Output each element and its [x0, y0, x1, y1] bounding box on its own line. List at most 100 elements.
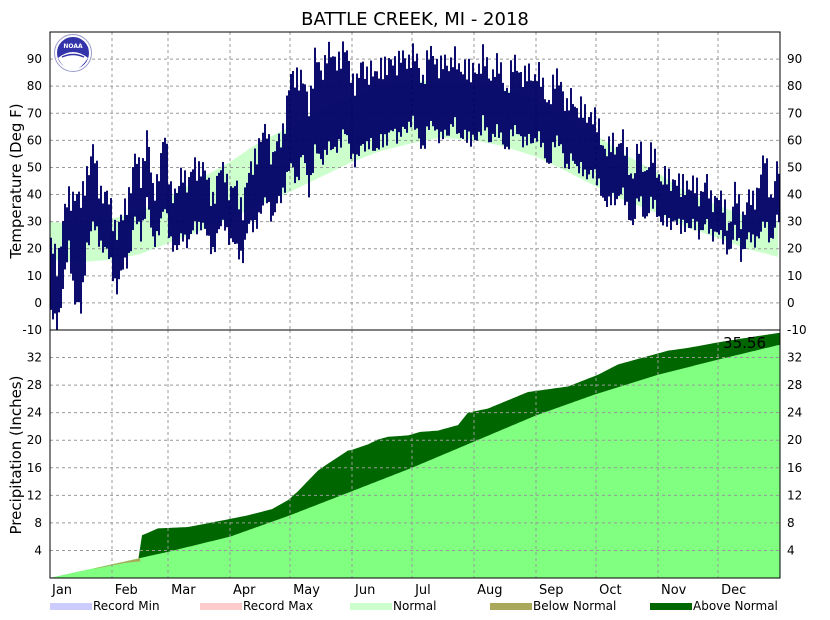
precipitation-total-annotation: 35.56 — [723, 334, 766, 352]
precipitation-plot-border — [49, 329, 781, 579]
month-axis: Jan Feb Mar Apr May Jun Jul Aug Sep Oct Nov Dec — [51, 583, 746, 598]
temperature-tick-label-left: 80 — [27, 79, 42, 93]
month-label: Oct — [599, 583, 621, 598]
precipitation-below-normal-segment — [102, 566, 105, 568]
month-label: Feb — [115, 583, 138, 598]
temperature-y-ticks-right: -10 0 10 20 30 40 50 60 70 80 90 — [787, 52, 807, 337]
precipitation-tick-label-left: 16 — [27, 461, 42, 475]
legend-label: Below Normal — [533, 599, 616, 613]
legend: Record Min Record Max Normal Below Normal Ab… — [50, 599, 778, 613]
legend-label: Record Min — [93, 599, 160, 613]
temperature-tick-label-right: 0 — [787, 296, 795, 310]
month-label: Jan — [51, 583, 72, 598]
legend-label: Normal — [393, 599, 436, 613]
month-label: Nov — [661, 583, 687, 598]
precipitation-below-normal-segment — [130, 560, 133, 563]
temperature-tick-label-left: 60 — [27, 133, 42, 147]
precipitation-tick-label-right: 24 — [787, 406, 802, 420]
legend-label: Record Max — [243, 599, 313, 613]
precipitation-below-normal-segment — [112, 564, 115, 566]
temperature-tick-label-right: -10 — [787, 323, 807, 337]
temperature-tick-label-left: 10 — [27, 269, 42, 283]
temperature-panel: -10 0 10 20 30 40 50 60 70 80 90 -10 0 10 20 30 40 50 60 7… — [7, 31, 807, 337]
noaa-logo-text: NOAA — [63, 43, 83, 50]
precipitation-fill — [50, 333, 780, 578]
temperature-tick-label-left: 30 — [27, 215, 42, 229]
precipitation-tick-label-left: 28 — [27, 378, 42, 392]
precipitation-below-normal-segment — [98, 567, 101, 568]
temperature-tick-label-left: -10 — [22, 323, 42, 337]
month-label: May — [293, 583, 320, 598]
month-label: Dec — [721, 583, 746, 598]
precipitation-tick-label-right: 32 — [787, 351, 802, 365]
temperature-tick-label-left: 20 — [27, 242, 42, 256]
month-label: Mar — [171, 583, 196, 598]
temperature-tick-label-right: 90 — [787, 52, 802, 66]
precipitation-below-normal-segment — [118, 562, 121, 565]
temperature-y-axis-label: Temperature (Deg F) — [7, 103, 25, 259]
precipitation-normal-area — [50, 345, 780, 578]
precipitation-below-normal-segment — [124, 561, 127, 563]
precipitation-tick-label-left: 20 — [27, 433, 42, 447]
precipitation-panel: 4 8 12 16 20 24 28 32 4 8 12 16 20 24 28 32 35.56 Prec… — [7, 329, 802, 579]
temperature-tick-label-left: 50 — [27, 160, 42, 174]
temperature-normal-band — [50, 80, 778, 263]
temperature-tick-label-right: 60 — [787, 133, 802, 147]
temperature-tick-label-left: 90 — [27, 52, 42, 66]
month-label: Apr — [233, 583, 256, 598]
temperature-tick-label-right: 20 — [787, 242, 802, 256]
precipitation-below-normal-segment — [138, 558, 141, 562]
temperature-normal-band-area — [50, 80, 778, 263]
precipitation-tick-label-right: 4 — [787, 543, 795, 557]
precipitation-tick-label-left: 24 — [27, 406, 42, 420]
precipitation-below-normal-segment — [126, 561, 129, 563]
precipitation-tick-label-left: 32 — [27, 351, 42, 365]
precipitation-tick-label-left: 12 — [27, 488, 42, 502]
precipitation-tick-label-left: 8 — [34, 516, 42, 530]
precipitation-below-normal-segment — [122, 562, 125, 564]
precipitation-tick-label-right: 12 — [787, 488, 802, 502]
temperature-tick-label-left: 70 — [27, 106, 42, 120]
precipitation-y-axis-label: Precipitation (Inches) — [7, 376, 25, 535]
legend-swatch — [650, 603, 692, 610]
legend-swatch — [490, 603, 532, 610]
legend-swatch — [350, 603, 392, 610]
temperature-tick-label-right: 40 — [787, 188, 802, 202]
precipitation-tick-label-right: 8 — [787, 516, 795, 530]
legend-swatch — [50, 603, 92, 610]
precipitation-tick-label-left: 4 — [34, 543, 42, 557]
precipitation-y-ticks-right: 4 8 12 16 20 24 28 32 — [787, 351, 802, 558]
temperature-tick-label-right: 70 — [787, 106, 802, 120]
month-label: Jul — [414, 583, 431, 598]
temperature-tick-label-right: 10 — [787, 269, 802, 283]
temperature-y-ticks-left: -10 0 10 20 30 40 50 60 70 80 90 — [22, 52, 42, 337]
precipitation-below-normal-segment — [132, 559, 135, 563]
legend-label: Above Normal — [693, 599, 778, 613]
month-label: Jun — [354, 583, 375, 598]
precipitation-below-normal-segment — [136, 558, 139, 562]
month-label: Aug — [477, 583, 502, 598]
temperature-daily-range — [50, 41, 780, 334]
temperature-tick-label-right: 50 — [787, 160, 802, 174]
precipitation-below-normal-segment — [106, 565, 109, 567]
precipitation-below-normal-segment — [100, 566, 103, 568]
precipitation-below-normal-segment — [134, 559, 137, 562]
precipitation-tick-label-right: 16 — [787, 461, 802, 475]
precipitation-below-normal-segment — [110, 564, 113, 566]
precipitation-below-normal-segment — [116, 563, 119, 565]
legend-swatch — [200, 603, 242, 610]
month-label: Sep — [539, 583, 564, 598]
precipitation-tick-label-right: 20 — [787, 433, 802, 447]
precipitation-y-ticks-left: 4 8 12 16 20 24 28 32 — [27, 351, 42, 558]
noaa-logo: NOAA — [54, 34, 92, 72]
chart-title: BATTLE CREEK, MI - 2018 — [301, 9, 529, 30]
temperature-tick-label-left: 0 — [34, 296, 42, 310]
temperature-tick-label-right: 30 — [787, 215, 802, 229]
precipitation-tick-label-right: 28 — [787, 378, 802, 392]
precipitation-below-normal-segment — [104, 566, 107, 567]
precipitation-below-normal-segment — [114, 563, 117, 565]
precipitation-grid — [50, 330, 780, 578]
temperature-tick-label-right: 80 — [787, 79, 802, 93]
precipitation-below-normal-segment — [108, 565, 111, 566]
